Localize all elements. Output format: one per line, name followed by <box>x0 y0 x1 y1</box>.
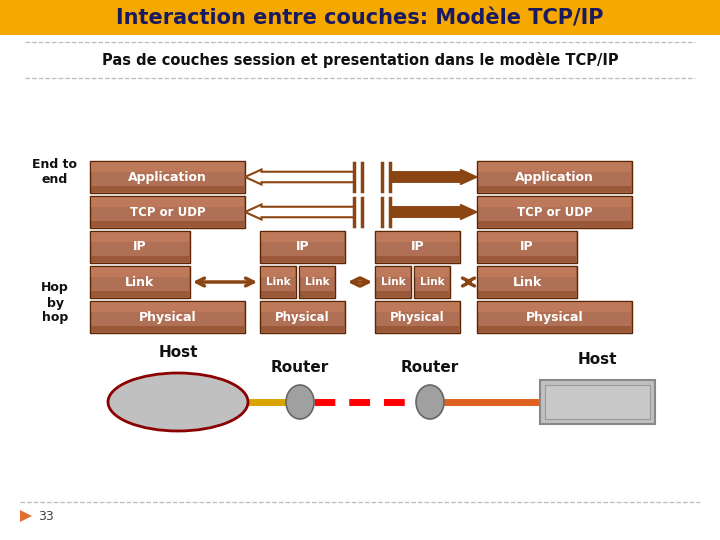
Bar <box>91 302 244 312</box>
Text: Link: Link <box>266 277 290 287</box>
Text: Physical: Physical <box>526 310 583 323</box>
Bar <box>477 161 632 193</box>
Bar <box>91 197 244 207</box>
Bar <box>376 302 459 312</box>
Text: Link: Link <box>513 275 541 288</box>
Text: Application: Application <box>128 171 207 184</box>
Bar <box>300 291 334 297</box>
Bar <box>261 232 344 242</box>
Bar <box>415 291 449 297</box>
Bar <box>478 197 631 207</box>
Bar <box>375 231 460 263</box>
Text: IP: IP <box>520 240 534 253</box>
Bar <box>478 291 576 297</box>
Text: Router: Router <box>271 360 329 375</box>
Bar <box>261 291 295 297</box>
Text: TCP or UDP: TCP or UDP <box>130 206 205 219</box>
Bar <box>90 266 190 298</box>
Bar <box>375 266 411 298</box>
Bar <box>477 301 632 333</box>
Bar <box>91 221 244 227</box>
Bar <box>477 231 577 263</box>
Bar <box>376 291 410 297</box>
Text: Application: Application <box>515 171 594 184</box>
Bar <box>261 255 344 262</box>
Polygon shape <box>390 205 477 219</box>
Bar <box>478 162 631 172</box>
Bar <box>414 266 450 298</box>
Text: Physical: Physical <box>139 310 197 323</box>
Bar <box>260 301 345 333</box>
Polygon shape <box>245 205 354 219</box>
Bar <box>477 196 632 228</box>
Bar <box>260 266 296 298</box>
Bar <box>90 301 245 333</box>
Bar <box>91 291 189 297</box>
Text: Pas de couches session et presentation dans le modèle TCP/IP: Pas de couches session et presentation d… <box>102 52 618 68</box>
Ellipse shape <box>108 373 248 431</box>
Text: Physical: Physical <box>275 310 330 323</box>
Bar <box>375 301 460 333</box>
Polygon shape <box>390 170 477 185</box>
Text: Link: Link <box>305 277 329 287</box>
Text: Host: Host <box>158 345 198 360</box>
Bar <box>478 302 631 312</box>
Bar <box>415 267 449 277</box>
Bar <box>261 267 295 277</box>
FancyBboxPatch shape <box>545 385 650 419</box>
Text: 33: 33 <box>38 510 54 523</box>
Bar <box>376 255 459 262</box>
Bar <box>300 267 334 277</box>
Text: Host: Host <box>577 352 617 367</box>
Bar <box>260 231 345 263</box>
Bar <box>0 0 720 35</box>
Text: Link: Link <box>420 277 444 287</box>
Bar <box>376 267 410 277</box>
Bar <box>91 326 244 332</box>
Bar <box>90 196 245 228</box>
Text: IP: IP <box>410 240 424 253</box>
Bar <box>90 231 190 263</box>
Bar <box>478 326 631 332</box>
Bar <box>91 186 244 192</box>
Bar <box>299 266 335 298</box>
Bar <box>91 162 244 172</box>
Bar <box>90 161 245 193</box>
Bar <box>91 267 189 277</box>
Text: TCP or UDP: TCP or UDP <box>517 206 593 219</box>
Text: Hop
by
hop: Hop by hop <box>41 281 69 325</box>
Bar <box>261 326 344 332</box>
Bar <box>91 232 189 242</box>
Polygon shape <box>20 510 32 522</box>
Polygon shape <box>245 170 354 185</box>
Text: Link: Link <box>381 277 405 287</box>
Bar <box>91 255 189 262</box>
Bar <box>478 255 576 262</box>
Text: Physical: Physical <box>390 310 445 323</box>
Text: Router: Router <box>401 360 459 375</box>
FancyBboxPatch shape <box>540 380 655 424</box>
Ellipse shape <box>286 385 314 419</box>
Text: End to
end: End to end <box>32 158 78 186</box>
Text: Interaction entre couches: Modèle TCP/IP: Interaction entre couches: Modèle TCP/IP <box>116 8 604 28</box>
Bar <box>376 326 459 332</box>
Text: IP: IP <box>296 240 310 253</box>
Text: IP: IP <box>133 240 147 253</box>
Bar <box>478 267 576 277</box>
Bar <box>478 221 631 227</box>
Bar <box>376 232 459 242</box>
Bar <box>477 266 577 298</box>
Text: Link: Link <box>125 275 155 288</box>
Bar <box>261 302 344 312</box>
Ellipse shape <box>416 385 444 419</box>
Bar <box>478 232 576 242</box>
Bar <box>478 186 631 192</box>
